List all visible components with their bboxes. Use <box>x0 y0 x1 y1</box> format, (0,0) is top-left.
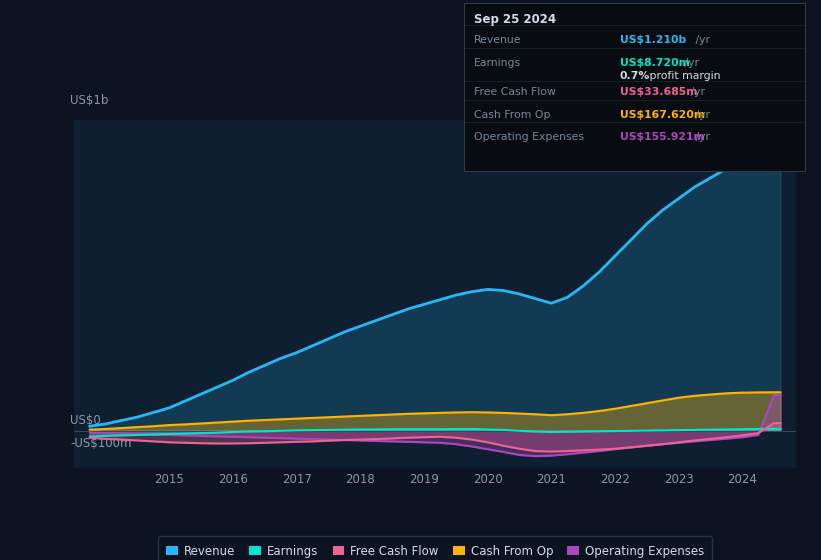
Text: /yr: /yr <box>692 132 710 142</box>
Text: US$1.210b: US$1.210b <box>620 35 686 45</box>
Text: US$8.720m: US$8.720m <box>620 58 690 68</box>
Text: Operating Expenses: Operating Expenses <box>474 132 584 142</box>
Text: profit margin: profit margin <box>646 71 721 81</box>
Text: US$167.620m: US$167.620m <box>620 110 705 120</box>
Legend: Revenue, Earnings, Free Cash Flow, Cash From Op, Operating Expenses: Revenue, Earnings, Free Cash Flow, Cash … <box>158 536 713 560</box>
Text: /yr: /yr <box>692 35 710 45</box>
Text: Cash From Op: Cash From Op <box>474 110 550 120</box>
Text: US$0: US$0 <box>71 414 101 427</box>
Text: 0.7%: 0.7% <box>620 71 650 81</box>
Text: /yr: /yr <box>687 87 705 97</box>
Text: US$33.685m: US$33.685m <box>620 87 697 97</box>
Text: US$1b: US$1b <box>71 94 108 106</box>
Text: Free Cash Flow: Free Cash Flow <box>474 87 556 97</box>
Text: US$155.921m: US$155.921m <box>620 132 704 142</box>
Text: Revenue: Revenue <box>474 35 521 45</box>
Text: -US$100m: -US$100m <box>71 437 132 450</box>
Text: Earnings: Earnings <box>474 58 521 68</box>
Text: Sep 25 2024: Sep 25 2024 <box>474 13 556 26</box>
Text: /yr: /yr <box>692 110 710 120</box>
Text: /yr: /yr <box>681 58 699 68</box>
